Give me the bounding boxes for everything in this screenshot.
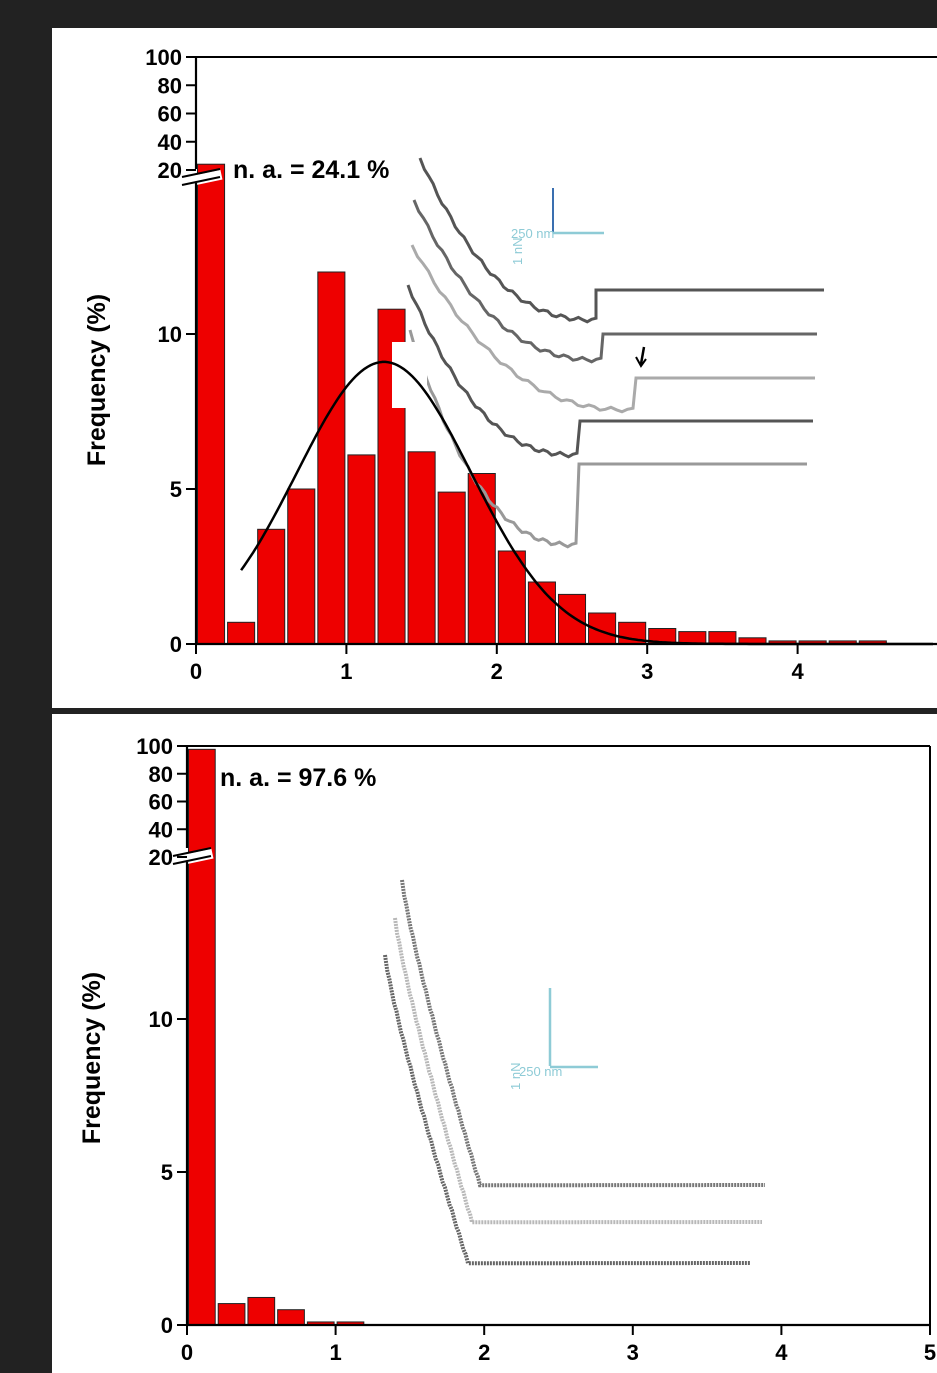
y-tick-label: 10: [149, 1007, 173, 1032]
y-tick-label: 100: [145, 45, 182, 70]
force-curve-trace: [406, 284, 813, 459]
histogram-bar: [247, 1296, 276, 1326]
histogram-bar: [527, 581, 556, 645]
y-tick-label: 0: [161, 1313, 173, 1338]
y-tick-label: 40: [158, 130, 182, 155]
histogram-bar: [188, 748, 216, 1326]
axis-break-mark: [181, 168, 221, 178]
force-curve-trace: [400, 879, 766, 1188]
scale-bar-y-label: 1 nN: [510, 238, 525, 265]
histogram-bar: [557, 593, 587, 645]
top-scale-bar: 250 nm 1 nN: [510, 188, 604, 265]
x-tick-label: 3: [627, 1340, 639, 1365]
x-tick-label: 4: [775, 1340, 788, 1365]
force-curve-trace: [408, 329, 807, 549]
bottom-scale-bar: 250 nm 1 nN: [508, 988, 598, 1090]
axis-break-mark: [172, 847, 212, 857]
y-tick-label: 80: [149, 762, 173, 787]
histogram-bar: [347, 454, 376, 645]
force-curve-trace: [383, 954, 751, 1266]
force-curve-trace: [393, 917, 763, 1225]
force-curve-trace: [418, 157, 824, 324]
top-inset-traces: [392, 157, 824, 549]
histogram-bar: [708, 631, 737, 645]
scale-bar-x-label: 250 nm: [511, 226, 554, 241]
bottom-inset-traces: [383, 879, 766, 1266]
y-tick-label: 80: [158, 73, 182, 98]
y-tick-label: 5: [170, 477, 182, 502]
x-tick-label: 5: [924, 1340, 936, 1365]
histogram-bar: [407, 451, 436, 645]
histogram-bar: [217, 1303, 246, 1326]
bottom-na-annotation: n. a. = 97.6 %: [220, 764, 376, 792]
y-tick-label: 20: [149, 845, 173, 870]
force-curve-trace: [410, 244, 815, 414]
x-tick-label: 3: [641, 659, 653, 684]
histogram-bar: [227, 621, 256, 645]
bottom-panel-background: [52, 714, 937, 1373]
x-tick-label: 0: [190, 659, 202, 684]
x-tick-label: 2: [478, 1340, 490, 1365]
x-tick-label: 2: [491, 659, 503, 684]
top-axes: 0 5 10 20 40 60 80 100 0 1 2 3 4: [145, 45, 937, 684]
histogram-bar: [257, 528, 286, 645]
axis-break-mark: [181, 176, 221, 186]
top-bars: [197, 163, 887, 645]
x-tick-label: 4: [791, 659, 804, 684]
scale-bar-y-label: 1 nN: [508, 1063, 523, 1090]
arrow-icon: [635, 346, 647, 368]
y-tick-label: 40: [149, 817, 173, 842]
scale-bar-x-label: 250 nm: [519, 1064, 562, 1079]
y-tick-label: 0: [170, 632, 182, 657]
top-y-axis-label: Frequency (%): [83, 294, 111, 466]
y-tick-label: 10: [158, 322, 182, 347]
y-tick-label: 5: [161, 1160, 173, 1185]
histogram-bar: [437, 491, 466, 645]
x-tick-label: 1: [340, 659, 352, 684]
histogram-bar: [277, 1309, 305, 1326]
y-tick-label: 100: [136, 734, 173, 759]
histogram-bar: [287, 488, 316, 645]
x-tick-label: 1: [329, 1340, 341, 1365]
y-tick-label: 20: [158, 158, 182, 183]
axis-break-mark: [172, 855, 212, 865]
histogram-bar: [497, 550, 526, 645]
histogram-bar: [197, 163, 226, 645]
y-tick-label: 60: [149, 790, 173, 815]
top-histogram-panel: 0 5 10 20 40 60 80 100 0 1 2 3 4 n. a. = 24.1 % 250 …: [52, 28, 937, 708]
bottom-y-axis-label: Frequency (%): [78, 972, 106, 1144]
top-na-annotation: n. a. = 24.1 %: [233, 156, 389, 184]
y-tick-label: 60: [158, 102, 182, 127]
histogram-bar: [467, 473, 496, 645]
force-curve-trace: [412, 199, 817, 364]
bottom-bars: [188, 748, 365, 1326]
histogram-bar: [317, 271, 346, 645]
x-tick-label: 0: [181, 1340, 193, 1365]
